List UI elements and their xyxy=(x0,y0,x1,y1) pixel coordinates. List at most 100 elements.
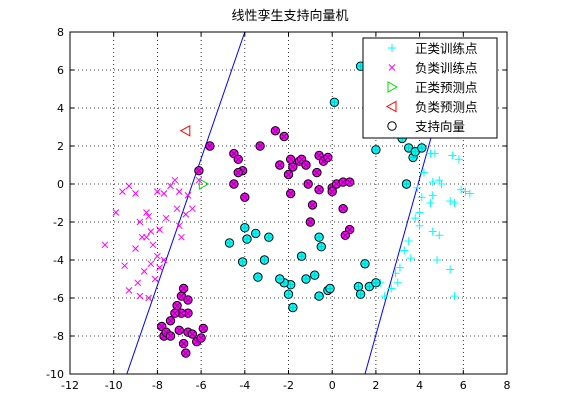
support-vector-negative-x xyxy=(287,155,295,163)
support-vector-positive-plus xyxy=(301,275,310,283)
x-tick-label: 6 xyxy=(460,379,467,392)
support-vector-negative-x xyxy=(234,155,242,163)
negative-train-point xyxy=(154,252,161,260)
negative-train-point xyxy=(178,233,185,241)
support-vector-positive-plus xyxy=(315,233,324,242)
support-vector-negative-x-b xyxy=(162,328,170,336)
positive-train-point xyxy=(428,227,437,236)
support-vector-negative-x xyxy=(306,218,314,226)
legend-marker xyxy=(385,100,397,113)
support-vector-negative-x-b xyxy=(339,205,347,213)
positive-train-point xyxy=(430,149,439,158)
negative-train-point-b xyxy=(132,245,139,252)
positive-train-point xyxy=(395,263,404,272)
negative-train-point xyxy=(136,218,144,226)
support-vector-negative-x-b xyxy=(167,317,174,325)
positive-train-point xyxy=(435,231,444,240)
support-vector-negative-x xyxy=(315,186,323,194)
negative-train-point xyxy=(175,188,183,195)
support-vector-positive-plus xyxy=(251,229,260,238)
positive-train-point xyxy=(426,199,435,207)
support-vector-negative-x xyxy=(287,190,295,197)
support-vector-negative-x xyxy=(167,317,174,325)
support-vector-positive-plus xyxy=(264,233,273,242)
positive-train-point xyxy=(413,183,422,192)
legend-marker xyxy=(388,64,396,71)
x-tick-label: -8 xyxy=(152,379,163,392)
support-vector-positive-plus xyxy=(371,278,380,287)
negative-train-point xyxy=(125,287,133,294)
support-vector-negative-x-b xyxy=(272,127,279,135)
positive-train-point xyxy=(415,208,424,217)
y-tick-label: 0 xyxy=(57,178,64,191)
support-vector-positive-plus xyxy=(326,284,335,293)
negative-train-point-b xyxy=(147,228,155,235)
negative-train-point-b xyxy=(151,275,159,283)
x-tick-label: -6 xyxy=(196,379,207,392)
support-vector-negative-x xyxy=(182,349,190,357)
y-tick-label: -2 xyxy=(53,216,64,229)
negative-train-point xyxy=(160,190,168,197)
hyperplane-layer xyxy=(126,32,442,374)
support-vector-positive-plus xyxy=(310,271,319,280)
support-vector-negative-x-b xyxy=(298,155,305,163)
negative-train-point-b xyxy=(134,279,142,287)
support-vector-negative-x xyxy=(289,163,297,171)
support-vector-negative-x xyxy=(195,167,203,175)
support-vector-negative-x xyxy=(230,180,238,188)
support-vector-negative-x-b xyxy=(234,169,242,176)
support-vector-negative-x-b xyxy=(341,231,349,239)
x-tick-label: 0 xyxy=(329,379,336,392)
support-vector-positive-plus xyxy=(284,290,293,299)
support-vector-negative-x xyxy=(304,180,312,188)
support-vector-negative-x xyxy=(178,292,185,300)
support-vector-negative-x-b xyxy=(346,178,354,186)
legend-marker-b xyxy=(388,64,396,71)
negative-train-point-b xyxy=(145,294,153,302)
positive-train-point xyxy=(454,155,463,164)
support-vector-negative-x xyxy=(241,193,249,201)
y-tick-label: -6 xyxy=(53,292,64,305)
positive-train-point xyxy=(419,168,428,177)
chart-title: 线性孪生支持向量机 xyxy=(231,8,348,24)
support-vector-positive-plus xyxy=(411,147,420,156)
positive-train-point xyxy=(465,189,474,198)
support-vector-negative-x-b xyxy=(197,334,205,342)
negative-train-point xyxy=(182,211,190,218)
support-vector-negative-x-b xyxy=(178,292,185,300)
x-tick-label: -4 xyxy=(239,379,250,392)
negative-train-point-b xyxy=(119,188,126,195)
support-vector-negative-x-b xyxy=(256,142,264,150)
support-vector-negative-x-b xyxy=(171,309,179,317)
negative-train-point-b xyxy=(175,222,183,230)
support-vector-negative-x-b xyxy=(287,190,295,197)
negative-train-point xyxy=(175,222,183,230)
negative-train-point-b xyxy=(121,262,128,270)
positive-train-point xyxy=(433,256,442,264)
negative-train-point xyxy=(184,192,192,199)
support-vector-negative-x-b xyxy=(184,309,192,317)
support-vector-negative-x-b xyxy=(304,180,312,188)
support-vector-negative-x-b xyxy=(313,169,321,176)
negative-train-point-b xyxy=(112,209,120,216)
support-vector-positive-plus xyxy=(315,292,324,301)
positive-train-point xyxy=(457,185,466,194)
support-vector-negative-x xyxy=(175,326,183,334)
support-vector-positive-plus xyxy=(402,180,411,188)
negative-train-point xyxy=(162,214,170,222)
support-vector-positive-plus xyxy=(356,290,365,299)
positive-train-point xyxy=(450,292,459,301)
legend-marker xyxy=(387,81,399,93)
support-vector-positive-plus xyxy=(297,252,306,261)
negative-train-point xyxy=(173,205,181,213)
positive-train-point xyxy=(415,221,424,230)
support-vector-negative-x-b xyxy=(180,340,187,347)
support-vector-positive-plus xyxy=(371,145,380,154)
negative-train-point-b xyxy=(156,264,163,271)
support-vector-negative-x-b xyxy=(339,178,347,186)
support-vector-positive-plus xyxy=(288,303,297,312)
negative-train-point xyxy=(134,279,142,287)
support-vector-negative-x-b xyxy=(315,186,323,194)
support-vector-negative-x-b xyxy=(234,155,242,163)
